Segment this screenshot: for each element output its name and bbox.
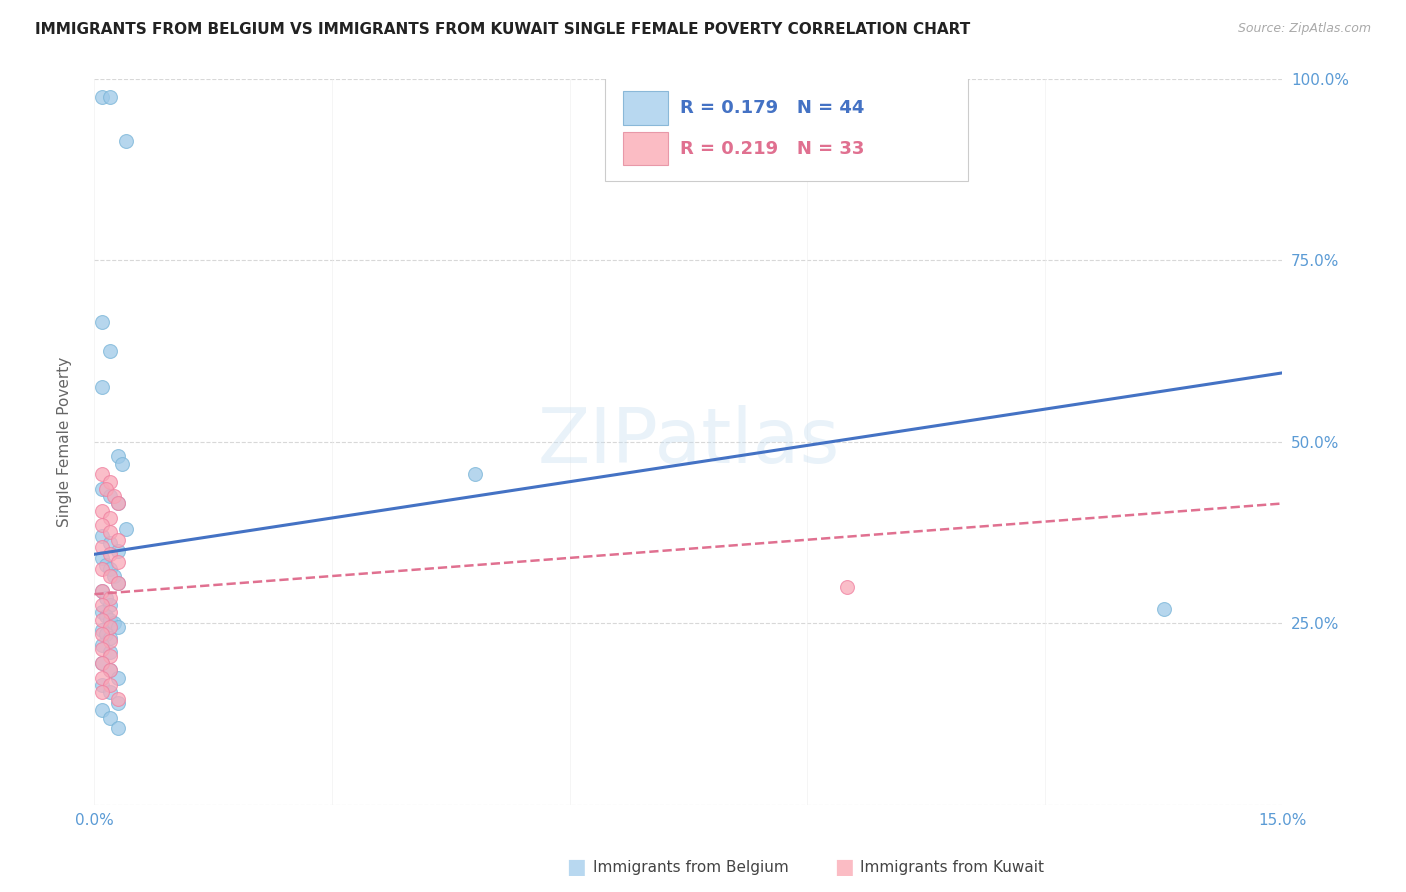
Point [91, 656, 114, 670]
Point [103, 489, 125, 503]
Point [107, 692, 129, 706]
Point [107, 722, 129, 736]
Point [107, 496, 129, 510]
Point [107, 696, 129, 710]
Point [91, 518, 114, 533]
Point [91, 605, 114, 619]
Point [96, 627, 118, 641]
Point [91, 671, 114, 685]
Y-axis label: Single Female Poverty: Single Female Poverty [58, 357, 72, 527]
Point [98, 678, 121, 692]
Point [91, 703, 114, 717]
Point [111, 457, 134, 471]
Point [91, 315, 114, 329]
Point [98, 90, 121, 104]
Point [91, 627, 114, 641]
Point [98, 634, 121, 648]
Point [98, 620, 121, 634]
Point [91, 685, 114, 699]
Point [91, 380, 114, 394]
Point [96, 591, 118, 605]
Point [115, 134, 138, 148]
Point [91, 656, 114, 670]
Text: IMMIGRANTS FROM BELGIUM VS IMMIGRANTS FROM KUWAIT SINGLE FEMALE POVERTY CORRELAT: IMMIGRANTS FROM BELGIUM VS IMMIGRANTS FR… [35, 22, 970, 37]
Point [107, 576, 129, 591]
Text: Immigrants from Belgium: Immigrants from Belgium [593, 860, 789, 874]
Point [98, 591, 121, 605]
Point [91, 638, 114, 652]
Point [91, 583, 114, 598]
Point [91, 613, 114, 627]
Point [98, 648, 121, 663]
Point [107, 496, 129, 510]
Point [1153, 601, 1175, 615]
Point [107, 620, 129, 634]
Point [96, 558, 118, 573]
Point [107, 450, 129, 464]
Point [107, 543, 129, 558]
Point [464, 467, 486, 482]
Point [98, 664, 121, 678]
Point [107, 576, 129, 591]
Point [91, 641, 114, 656]
Point [91, 90, 114, 104]
Point [98, 525, 121, 540]
Point [98, 710, 121, 724]
Point [107, 671, 129, 685]
Point [98, 475, 121, 489]
Point [91, 540, 114, 554]
Point [91, 678, 114, 692]
FancyBboxPatch shape [623, 91, 668, 125]
Point [835, 580, 858, 594]
Point [91, 482, 114, 496]
Point [115, 522, 138, 536]
Point [91, 562, 114, 576]
Point [98, 547, 121, 561]
Point [91, 583, 114, 598]
Point [91, 550, 114, 565]
Point [98, 344, 121, 359]
FancyBboxPatch shape [605, 75, 967, 180]
FancyBboxPatch shape [623, 132, 668, 165]
Point [96, 482, 118, 496]
Text: ZIPatlas: ZIPatlas [537, 405, 839, 479]
Point [91, 598, 114, 612]
Point [98, 511, 121, 525]
Text: Immigrants from Kuwait: Immigrants from Kuwait [860, 860, 1045, 874]
Point [98, 613, 121, 627]
Point [103, 569, 125, 583]
Point [98, 605, 121, 619]
Point [96, 609, 118, 624]
Text: R = 0.219   N = 33: R = 0.219 N = 33 [681, 140, 865, 158]
Point [98, 664, 121, 678]
Point [103, 616, 125, 631]
Point [98, 562, 121, 576]
Point [91, 467, 114, 482]
Text: R = 0.179   N = 44: R = 0.179 N = 44 [681, 99, 865, 117]
Point [98, 598, 121, 612]
Text: ■: ■ [834, 857, 853, 877]
Point [91, 529, 114, 543]
Point [98, 631, 121, 645]
Text: Source: ZipAtlas.com: Source: ZipAtlas.com [1237, 22, 1371, 36]
Point [91, 504, 114, 518]
Point [91, 624, 114, 638]
Point [98, 685, 121, 699]
Point [98, 536, 121, 550]
Point [107, 533, 129, 547]
Point [98, 569, 121, 583]
Text: ■: ■ [567, 857, 586, 877]
Point [98, 645, 121, 659]
Point [98, 489, 121, 503]
Point [107, 555, 129, 569]
